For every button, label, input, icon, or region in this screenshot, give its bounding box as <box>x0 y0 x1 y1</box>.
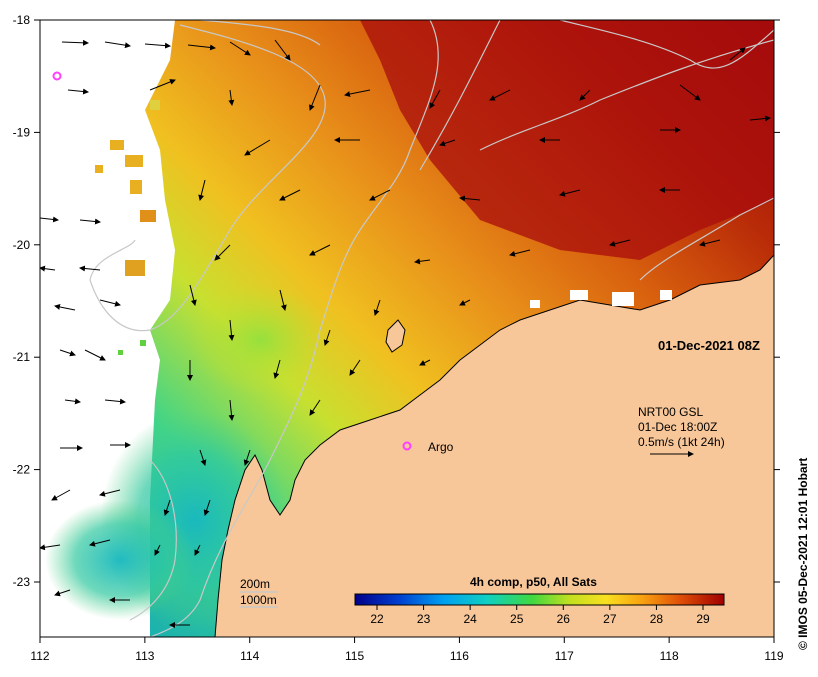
current-vectors <box>40 39 771 628</box>
lon-tick-label: 112 <box>30 649 49 663</box>
timestamp-label: 01-Dec-2021 08Z <box>658 338 760 353</box>
isobath-lines <box>89 20 774 637</box>
lat-tick-label: -23 <box>13 575 31 589</box>
argo-float-marker <box>52 71 62 81</box>
cool-tongue-west <box>45 500 195 620</box>
colorbar-tick-label: 26 <box>557 612 571 626</box>
colorbar-title: 4h comp, p50, All Sats <box>470 575 597 589</box>
latitude-axis: -18 -19 -20 -21 -22 -23 <box>13 13 780 589</box>
lat-tick-label: -18 <box>13 13 31 27</box>
lat-tick-label: -20 <box>13 238 31 252</box>
colorbar-tick-label: 29 <box>696 612 710 626</box>
colorbar-ticks: 22 23 24 25 26 27 28 29 <box>370 605 710 626</box>
lon-tick-label: 113 <box>135 649 154 663</box>
lon-tick-label: 119 <box>764 649 783 663</box>
lon-tick-label: 118 <box>660 649 679 663</box>
lon-tick-label: 114 <box>240 649 259 663</box>
white-islets <box>530 290 672 308</box>
argo-float-marker <box>402 441 412 451</box>
cool-patch <box>190 285 330 395</box>
colorbar-tick-label: 27 <box>603 612 617 626</box>
plot-area <box>40 20 774 637</box>
current-source-label: NRT00 GSL <box>638 405 703 419</box>
colorbar <box>354 593 725 606</box>
current-time-label: 01-Dec 18:00Z <box>638 420 717 434</box>
lat-tick-label: -19 <box>13 125 31 139</box>
lon-tick-label: 116 <box>450 649 469 663</box>
plot-frame <box>39 19 775 638</box>
current-scale-label: 0.5m/s (1kt 24h) <box>638 435 725 449</box>
lat-tick-label: -22 <box>13 463 31 477</box>
colorbar-tick-label: 24 <box>463 612 477 626</box>
colorbar-tick-label: 28 <box>650 612 664 626</box>
land-australia <box>214 254 774 637</box>
colorbar-tick-label: 25 <box>510 612 524 626</box>
lat-tick-label: -21 <box>13 350 31 364</box>
colorbar-tick-label: 23 <box>417 612 431 626</box>
lon-tick-label: 115 <box>345 649 364 663</box>
argo-markers <box>52 71 412 451</box>
lon-tick-label: 117 <box>555 649 574 663</box>
colorbar-tick-label: 22 <box>370 612 384 626</box>
cloud-edge-pixels <box>95 100 160 355</box>
island <box>385 319 406 353</box>
longitude-axis: 112 113 114 115 116 117 118 119 <box>30 637 784 663</box>
isobath-200m-label: 200m <box>240 577 270 591</box>
isobath-1000m-label: 1000m <box>240 593 277 607</box>
argo-label: Argo <box>428 440 454 454</box>
credit-label: © IMOS 05-Dec-2021 12:01 Hobart <box>796 457 810 650</box>
